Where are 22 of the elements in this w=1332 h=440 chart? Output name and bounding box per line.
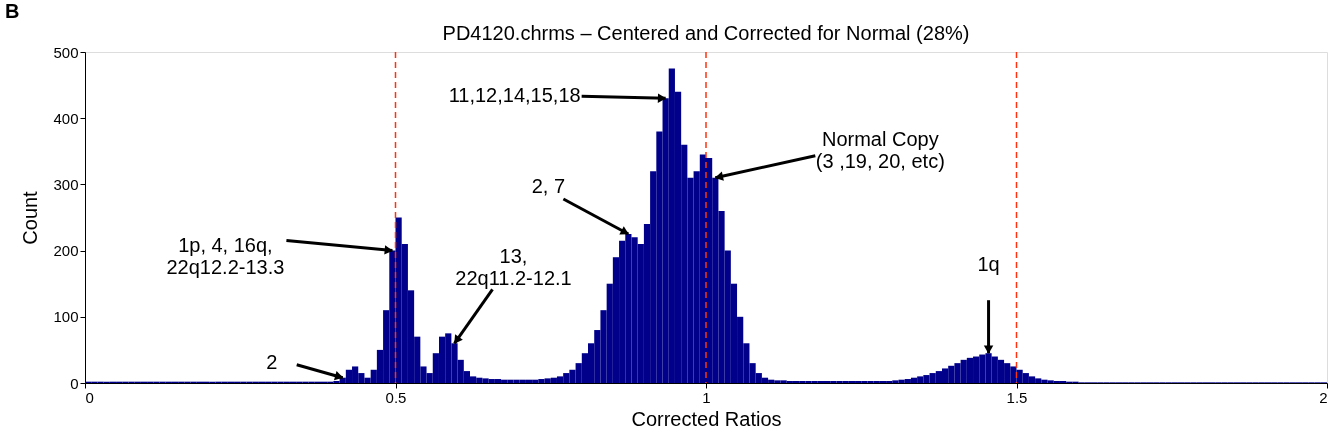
x-tick-label: 2 bbox=[1319, 388, 1328, 406]
annotation: 1q bbox=[977, 253, 1000, 276]
y-tick-label: 0 bbox=[70, 374, 79, 392]
x-tick-label: 1.5 bbox=[1006, 388, 1028, 406]
y-tick-label: 300 bbox=[53, 175, 79, 193]
y-tick-label: 400 bbox=[53, 109, 79, 127]
annotation: 2, 7 bbox=[531, 175, 566, 198]
chart-title: PD4120.chrms – Centered and Corrected for Normal (28%) bbox=[442, 22, 970, 44]
x-tick-label: 0.5 bbox=[385, 388, 407, 406]
y-tick-label: 500 bbox=[53, 43, 79, 61]
y-tick-label: 100 bbox=[53, 308, 79, 326]
y-tick-label: 200 bbox=[53, 242, 79, 260]
annotation: 11,12,14,15,18 bbox=[448, 84, 581, 107]
x-tick-label: 1 bbox=[702, 388, 711, 406]
x-tick-label: 0 bbox=[85, 388, 94, 406]
annotation: 2 bbox=[266, 350, 278, 373]
annotation: 13, 22q11.2-12.1 bbox=[455, 245, 572, 290]
y-axis-title: Count bbox=[19, 190, 42, 245]
annotation: Normal Copy (3 ,19, 20, etc) bbox=[815, 127, 945, 172]
annotation: 1p, 4, 16q, 22q12.2-13.3 bbox=[166, 233, 285, 278]
text: B bbox=[5, 0, 20, 22]
x-axis-title: Corrected Ratios bbox=[631, 407, 782, 430]
